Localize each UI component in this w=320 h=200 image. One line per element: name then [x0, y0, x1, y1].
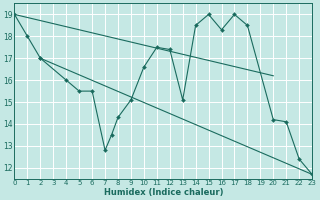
X-axis label: Humidex (Indice chaleur): Humidex (Indice chaleur) [104, 188, 223, 197]
